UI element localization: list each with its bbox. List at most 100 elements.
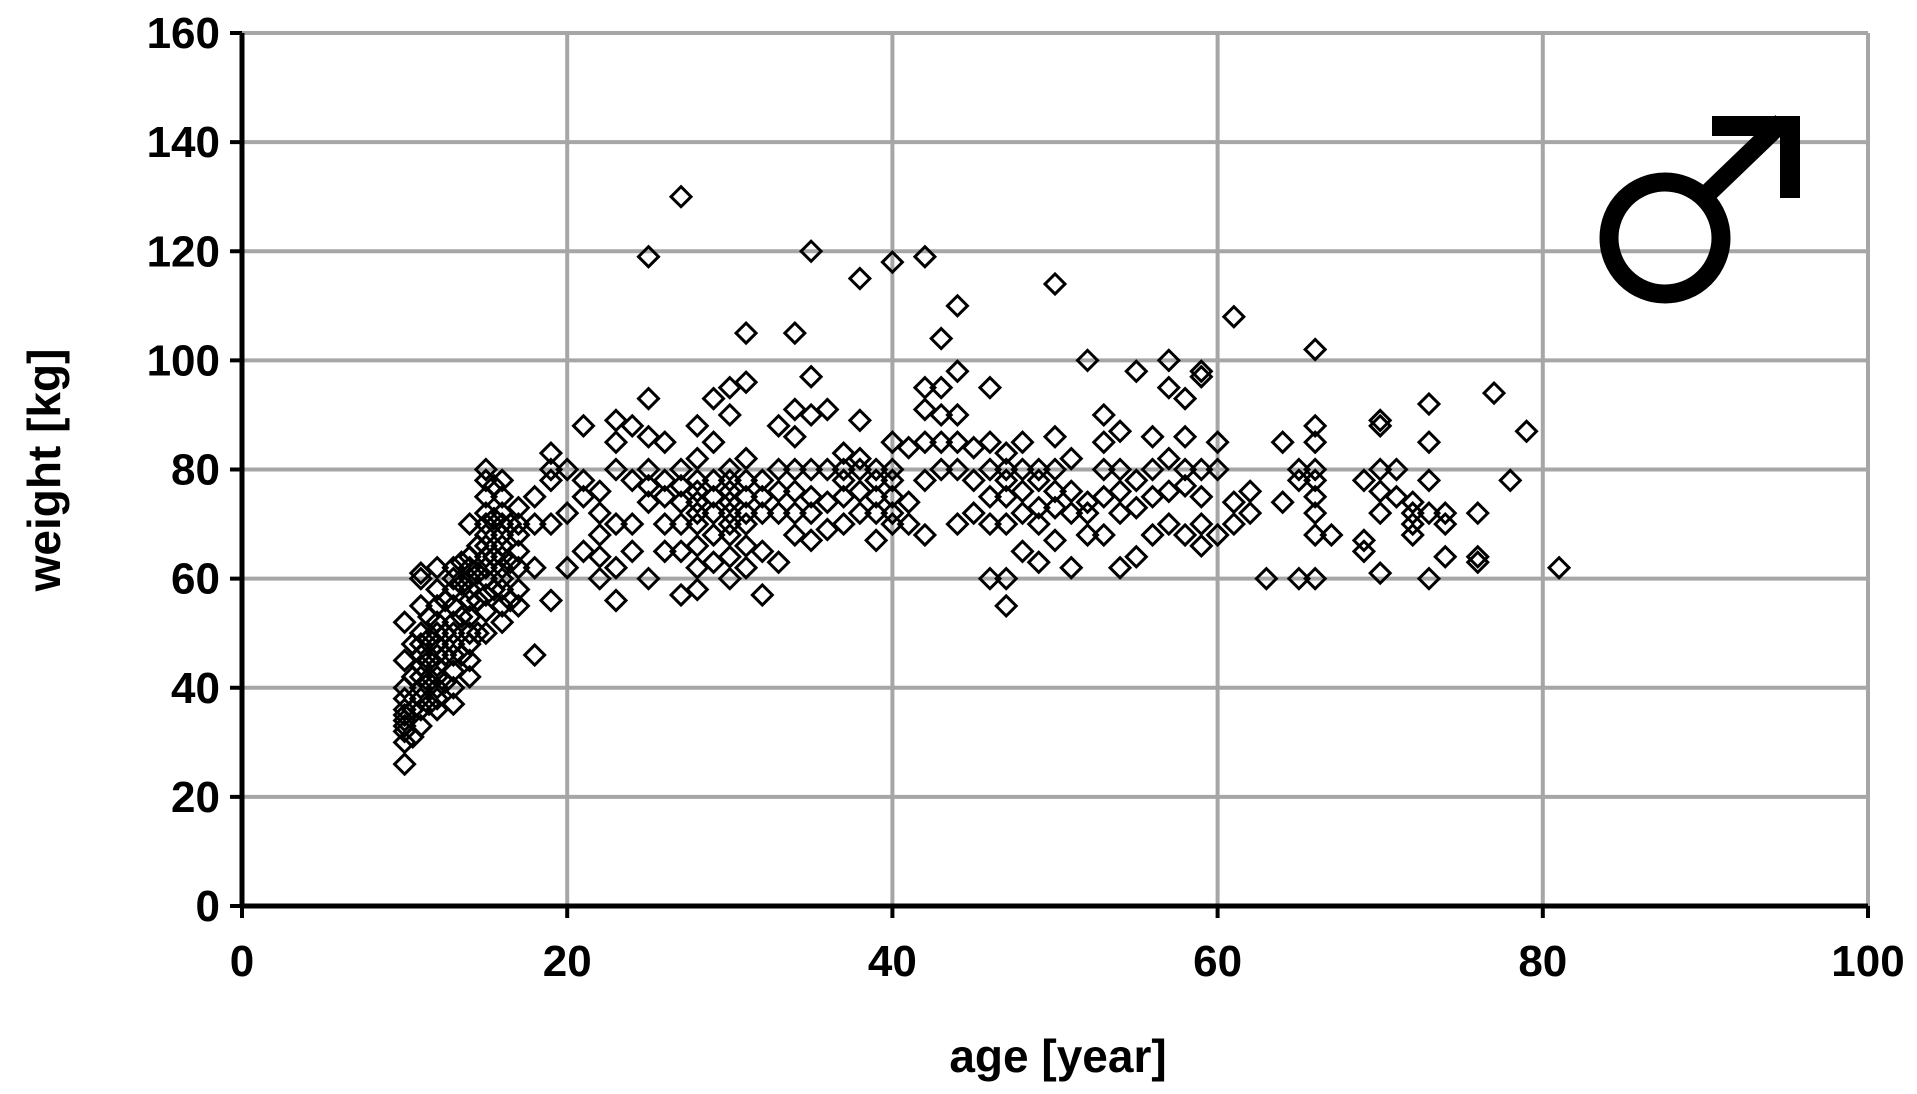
- data-point: [912, 397, 938, 422]
- data-point: [847, 457, 873, 482]
- data-point: [766, 479, 791, 504]
- data-point: [587, 566, 612, 591]
- data-point: [473, 522, 499, 548]
- data-point: [717, 544, 742, 569]
- data-point: [733, 484, 759, 509]
- data-point: [1107, 419, 1133, 444]
- data-point: [798, 457, 824, 482]
- data-point: [465, 621, 490, 646]
- data-point: [506, 495, 531, 520]
- data-point: [603, 457, 629, 482]
- male-symbol-icon: [1599, 115, 1800, 304]
- data-point: [522, 484, 547, 509]
- data-point: [766, 457, 791, 482]
- data-point: [880, 511, 905, 537]
- data-point: [652, 430, 677, 455]
- data-point: [1010, 430, 1035, 455]
- data-point: [1368, 479, 1393, 504]
- data-point: [815, 397, 840, 422]
- data-point: [977, 430, 1003, 455]
- data-point: [1156, 511, 1181, 537]
- data-point: [668, 511, 694, 537]
- data-point: [555, 457, 580, 482]
- data-point: [782, 479, 807, 504]
- data-point: [798, 239, 824, 264]
- y-tick-label: 0: [196, 882, 220, 931]
- data-point: [994, 593, 1019, 619]
- data-point: [1303, 566, 1328, 591]
- data-point: [1075, 501, 1100, 526]
- data-point: [392, 610, 417, 635]
- data-point: [571, 468, 596, 493]
- data-point: [1026, 495, 1051, 520]
- data-point: [441, 691, 466, 717]
- data-point: [1075, 522, 1100, 548]
- data-point: [636, 244, 661, 269]
- data-point: [912, 430, 938, 455]
- data-point: [685, 446, 710, 471]
- data-point: [782, 397, 807, 422]
- data-point: [701, 430, 726, 455]
- data-point: [652, 539, 677, 564]
- data-point: [506, 539, 531, 564]
- data-point: [750, 539, 775, 564]
- data-point: [733, 501, 759, 526]
- data-point: [717, 402, 742, 428]
- data-point: [1303, 413, 1328, 438]
- data-point: [945, 359, 970, 384]
- data-point: [1140, 522, 1165, 548]
- data-point: [733, 533, 759, 559]
- data-point: [1026, 468, 1051, 493]
- data-point: [1124, 468, 1149, 493]
- data-point: [1368, 408, 1393, 433]
- data-point: [912, 375, 938, 400]
- data-point: [1124, 359, 1149, 384]
- data-point: [652, 484, 677, 509]
- data-point: [880, 250, 905, 275]
- data-point: [880, 457, 905, 482]
- data-point: [620, 539, 645, 564]
- data-point: [441, 555, 466, 580]
- data-point: [880, 484, 905, 509]
- data-point: [392, 730, 417, 755]
- data-point: [668, 184, 694, 209]
- data-point: [1237, 501, 1263, 526]
- data-point: [896, 511, 921, 537]
- data-point: [538, 511, 564, 537]
- data-point: [977, 375, 1003, 400]
- data-point: [880, 468, 905, 493]
- data-point: [1042, 424, 1068, 449]
- y-axis-title: weight [kg]: [18, 349, 70, 593]
- data-point: [1465, 501, 1490, 526]
- data-point: [408, 675, 433, 700]
- data-point: [685, 577, 710, 602]
- data-point: [490, 566, 515, 591]
- data-point: [620, 413, 645, 438]
- data-point: [717, 501, 742, 526]
- data-point: [945, 457, 970, 482]
- data-point: [1400, 490, 1425, 515]
- data-point: [929, 402, 954, 428]
- data-point: [1514, 419, 1539, 444]
- data-point: [1433, 511, 1458, 537]
- data-point: [994, 511, 1019, 537]
- data-point: [1172, 457, 1198, 482]
- y-tick-label: 20: [171, 773, 220, 822]
- data-point: [587, 544, 612, 569]
- data-point: [717, 479, 742, 504]
- data-point: [392, 697, 417, 722]
- data-point: [449, 604, 474, 629]
- data-point: [571, 539, 596, 564]
- data-point: [847, 266, 873, 291]
- data-point: [1026, 511, 1051, 537]
- data-point: [717, 522, 742, 548]
- data-point: [961, 468, 986, 493]
- data-point: [1042, 457, 1068, 482]
- data-point: [717, 468, 742, 493]
- data-point: [587, 501, 612, 526]
- data-point: [1107, 555, 1133, 580]
- data-point: [880, 501, 905, 526]
- data-point: [798, 528, 824, 553]
- data-point: [1059, 446, 1084, 471]
- data-point: [1351, 539, 1377, 564]
